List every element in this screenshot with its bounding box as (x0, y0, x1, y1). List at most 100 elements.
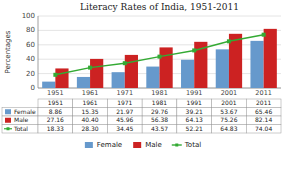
table-cell (212, 125, 247, 134)
bar (42, 82, 55, 88)
x-tick-label: 1961 (82, 89, 99, 97)
x-tick-label: 1951 (47, 89, 64, 97)
legend-key (133, 142, 141, 148)
y-tick-label: 20 (26, 70, 35, 78)
title: Literacy Rates of India, 1951-2011 (80, 2, 239, 12)
table-header: 1961 (82, 99, 97, 106)
legend-key (85, 142, 93, 148)
table-cell (142, 99, 177, 108)
bar (160, 47, 173, 88)
marker (158, 55, 162, 59)
table-value: 64.13 (186, 116, 203, 123)
table-cell (246, 108, 281, 117)
table-row-label: Total (13, 125, 28, 132)
y-tick-label: 0 (31, 84, 35, 92)
table-cell (107, 99, 142, 108)
table-value: 65.46 (255, 108, 272, 115)
table-cell (73, 125, 108, 134)
table-cell (38, 125, 73, 134)
table-value: 15.35 (81, 108, 98, 115)
table-cell (177, 125, 212, 134)
marker (123, 61, 127, 65)
marker (88, 66, 92, 70)
table-cell (73, 116, 108, 125)
plot-area (42, 29, 277, 88)
y-axis-line (38, 16, 39, 88)
table-cell (2, 125, 38, 134)
table-cell (142, 108, 177, 117)
table-header: 1981 (152, 99, 167, 106)
table-value: 29.76 (151, 108, 168, 115)
table-cell (246, 99, 281, 108)
table-value: 82.14 (255, 116, 272, 123)
x-tick-label: 2011 (255, 89, 272, 97)
bar (90, 59, 103, 88)
y-tick-label: 40 (26, 55, 35, 63)
table-value: 18.33 (47, 125, 64, 132)
grid-line (38, 30, 281, 31)
line (55, 35, 263, 75)
table-value: 40.40 (81, 116, 98, 123)
data-table: 1951196119711981199120012011Female8.8615… (2, 99, 281, 133)
legend-label: Male (145, 141, 162, 149)
table-header: 2001 (221, 99, 236, 106)
table-cell (2, 116, 38, 125)
y-axis: 020406080100 (22, 12, 281, 92)
table-key (5, 109, 11, 114)
table-value: 34.45 (116, 125, 133, 132)
x-tick-label: 1981 (151, 89, 168, 97)
table-value: 21.97 (116, 108, 133, 115)
legend-key (172, 144, 182, 145)
legend-item: Male (133, 141, 162, 149)
legend-item: Total (172, 141, 201, 149)
y-tick-label: 80 (26, 26, 35, 34)
table-row-label: Female (14, 108, 36, 115)
marker (53, 73, 57, 77)
table-cell (246, 116, 281, 125)
table-key (4, 128, 12, 129)
table-cell (177, 116, 212, 125)
bar (112, 72, 125, 88)
marker (227, 39, 231, 43)
bar (146, 67, 159, 88)
marker (192, 48, 196, 52)
table-cell (107, 108, 142, 117)
table-cell (142, 125, 177, 134)
table-cell (73, 99, 108, 108)
page: {"chart_data": {"type": "bar", "title": … (0, 0, 285, 177)
x-tick-label: 2001 (221, 89, 238, 97)
table-cell (212, 108, 247, 117)
grid-line (38, 16, 281, 17)
bar (77, 77, 90, 88)
y-tick-label: 100 (22, 12, 35, 20)
table-cell (107, 116, 142, 125)
table-cell (107, 125, 142, 134)
table-header: 1951 (48, 99, 63, 106)
table-value: 53.67 (220, 108, 237, 115)
table-cell (73, 108, 108, 117)
x-axis: 1951196119711981199120012011 (47, 89, 272, 97)
table-cell (38, 99, 73, 108)
legend-label: Total (184, 141, 201, 149)
table-value: 56.38 (151, 116, 168, 123)
bar (181, 60, 194, 88)
table-cell (2, 108, 38, 117)
chart: Literacy Rates of India, 1951-2011Percen… (0, 0, 285, 177)
table-key (5, 118, 11, 123)
bar (125, 55, 138, 88)
table-value: 28.30 (81, 125, 98, 132)
x-tick-label: 1991 (186, 89, 203, 97)
table-value: 74.04 (255, 125, 272, 132)
table-key (7, 127, 10, 130)
table-value: 75.26 (220, 116, 237, 123)
legend-label: Female (97, 141, 122, 149)
table-value: 8.86 (49, 108, 63, 115)
legend-item: Female (85, 141, 122, 149)
table-cell (246, 125, 281, 134)
grid-line (38, 44, 281, 45)
bar (264, 29, 277, 88)
table-value: 64.83 (220, 125, 237, 132)
table-value: 43.57 (151, 125, 168, 132)
table-cell (177, 108, 212, 117)
table-cell (38, 116, 73, 125)
